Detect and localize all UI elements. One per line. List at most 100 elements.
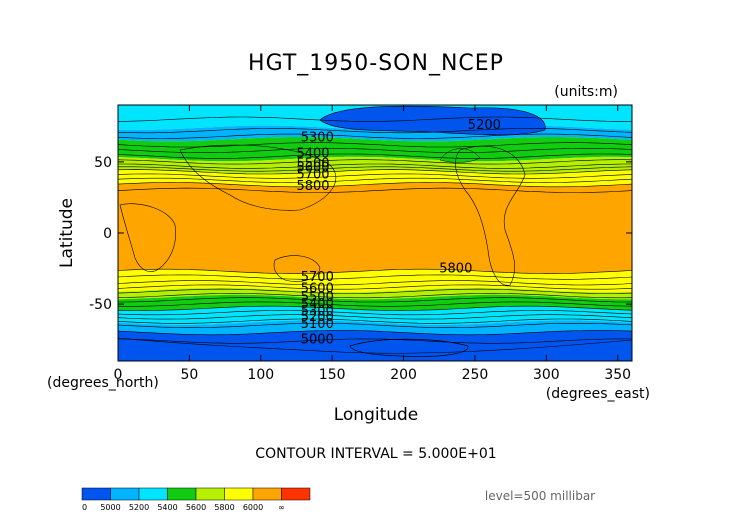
- contour-label-8: 5700: [301, 270, 334, 285]
- x-axis-ticks: 0 50 100 150 200 250 300 350: [114, 105, 631, 383]
- contour-band-10: [118, 320, 632, 335]
- contour-line-17: [117, 284, 633, 290]
- colorbar-tick-1: 5000: [100, 503, 120, 512]
- contour-band-9: [118, 306, 632, 325]
- contour-label-1: 5300: [301, 131, 334, 146]
- x-tick-label-2: 100: [247, 367, 274, 383]
- y-tick-label-2: 50: [94, 155, 112, 171]
- continent-outline-antarctica: [117, 337, 633, 354]
- contour-band-6: [118, 269, 632, 293]
- colorbar-tick-7: ∞: [278, 503, 285, 512]
- contour-label-15: 5000: [301, 333, 334, 348]
- x-tick-label-6: 300: [533, 367, 560, 383]
- contour-line-21: [117, 301, 633, 307]
- x-tick-label-4: 200: [390, 367, 417, 383]
- low-height-cell-south-pacific: [349, 338, 469, 357]
- contour-label-12: 5300: [301, 304, 334, 319]
- contour-label-0: 5200: [468, 118, 501, 133]
- contour-line-3: [117, 142, 633, 148]
- contour-label-11: 5400: [301, 297, 334, 312]
- contour-line-27: [117, 330, 633, 336]
- x-tick-label-7: 350: [604, 367, 631, 383]
- contour-band-3: [118, 156, 632, 174]
- contour-label-10: 5500: [301, 290, 334, 305]
- x-unit-label: (degrees_east): [546, 386, 650, 402]
- x-axis-title: Longitude: [334, 405, 419, 425]
- contour-line-2: [117, 133, 633, 139]
- contour-interval-text: CONTOUR INTERVAL = 5.000E+01: [255, 446, 496, 462]
- colorbar-tick-2: 5200: [129, 503, 149, 512]
- colorbar: 0 5000 5200 5400 5600 5800 6000 ∞: [81, 487, 311, 512]
- contour-labels: 5200530054005500560057005800580057005600…: [296, 118, 500, 348]
- y-unit-label: (degrees_north): [47, 375, 159, 391]
- x-tick-label-1: 50: [180, 367, 198, 383]
- contour-line-1: [117, 128, 633, 134]
- contour-lines: [117, 116, 633, 344]
- contour-line-13: [117, 187, 633, 193]
- contour-fill-cells: [117, 105, 633, 357]
- y-axis-title: Latitude: [57, 198, 77, 268]
- contour-line-11: [117, 177, 633, 183]
- contour-label-4: 5600: [296, 161, 329, 176]
- contour-label-6: 5800: [296, 179, 329, 194]
- x-tick-label-0: 0: [114, 367, 123, 383]
- contour-line-18: [117, 288, 633, 294]
- contour-band-7: [118, 287, 632, 300]
- contour-label-13: 5200: [301, 310, 334, 325]
- colorbar-segment-3: [167, 487, 197, 501]
- colorbar-segment-7: [281, 487, 311, 501]
- green-trough-asia: [439, 148, 481, 163]
- low-height-cell-arctic: [319, 105, 546, 136]
- contour-line-22: [117, 305, 633, 311]
- contour-line-6: [117, 159, 633, 165]
- contour-line-0: [117, 116, 632, 122]
- contour-label-9: 5600: [301, 281, 334, 296]
- units-label: (units:m): [554, 84, 618, 100]
- y-tick-label-1: 0: [103, 226, 112, 242]
- contour-line-16: [117, 280, 633, 286]
- colorbar-segment-0: [81, 487, 111, 501]
- colorbar-segment-4: [195, 487, 225, 501]
- contour-line-28: [117, 338, 633, 344]
- colorbar-segment-1: [110, 487, 140, 501]
- contour-line-5: [117, 153, 633, 159]
- colorbar-segment-6: [252, 487, 282, 501]
- contour-band-5: [118, 182, 632, 274]
- continent-outline-australia: [273, 255, 321, 282]
- chart-title: HGT_1950-SON_NCEP: [248, 51, 504, 76]
- plot-area: 5200530054005500560057005800580057005600…: [117, 104, 633, 362]
- colorbar-tick-0: 0: [82, 503, 87, 512]
- contour-line-7: [118, 163, 632, 169]
- contour-line-15: [117, 274, 633, 280]
- contour-label-14: 5100: [301, 317, 334, 332]
- colorbar-tick-5: 5800: [214, 503, 234, 512]
- colorbar-segment-5: [224, 487, 254, 501]
- contour-line-4: [117, 148, 633, 153]
- contour-label-7: 5800: [439, 262, 472, 277]
- contour-label-5: 5700: [296, 168, 329, 183]
- contour-label-2: 5400: [296, 146, 329, 161]
- contour-line-14: [117, 268, 633, 274]
- contour-line-20: [118, 297, 632, 303]
- contour-fill-bands: [118, 105, 632, 361]
- continent-outline-asia: [179, 144, 337, 211]
- contour-line-23: [117, 310, 633, 316]
- contour-band-2: [118, 137, 632, 162]
- y-axis-ticks: -50 0 50: [89, 155, 632, 313]
- colorbar-tick-3: 5400: [157, 503, 177, 512]
- contour-band-11: [118, 330, 632, 361]
- contour-band-8: [118, 294, 632, 311]
- continent-outline-africa: [119, 203, 176, 272]
- x-tick-label-3: 150: [319, 367, 346, 383]
- x-tick-label-5: 250: [462, 367, 489, 383]
- level-text: level=500 millibar: [485, 489, 595, 503]
- colorbar-segment-2: [138, 487, 168, 501]
- contour-line-8: [118, 166, 633, 172]
- contour-line-24: [117, 314, 633, 320]
- contour-line-10: [117, 173, 633, 179]
- continent-outline-america: [455, 145, 526, 286]
- colorbar-tick-6: 6000: [243, 503, 263, 512]
- contour-line-19: [117, 293, 633, 299]
- contour-label-3: 5500: [296, 156, 329, 171]
